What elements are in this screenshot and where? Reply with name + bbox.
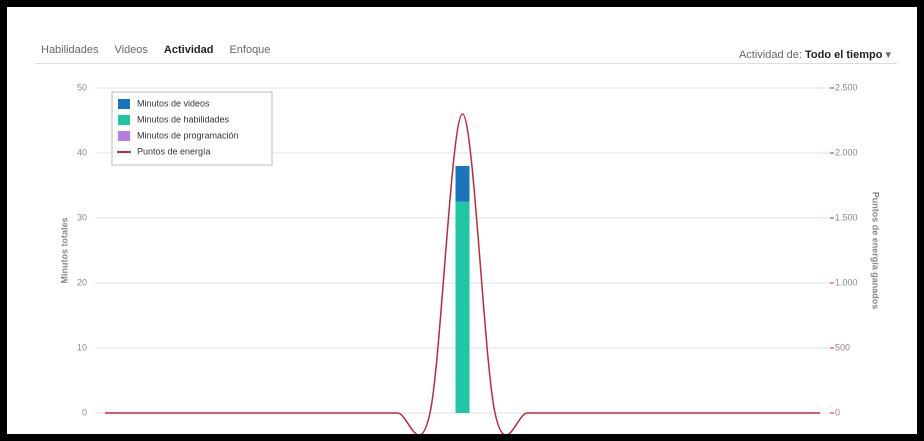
y2-axis-title: Puntos de energía ganados [871,192,881,310]
tab[interactable]: Habilidades [41,44,99,56]
legend-label: Minutos de habilidades [137,114,230,124]
tab[interactable]: Enfoque [229,44,271,56]
y-tick-label: 30 [77,212,87,222]
y-tick-label: 10 [77,342,87,352]
legend-label: Minutos de videos [137,98,210,108]
chart: 0102030405005001.0001.5002.0002.500Minut… [59,82,881,434]
y-tick-label: 20 [77,277,87,287]
bar-segment [455,201,470,413]
energy-line [105,113,820,434]
y2-tick-label: 0 [835,407,840,417]
legend-swatch [118,115,130,125]
tab[interactable]: Actividad [163,44,214,56]
y2-tick-label: 500 [835,342,850,352]
tabs: Habilidades Videos Actividad Enfoque [41,44,270,56]
filter-value[interactable]: Todo el tiempo [805,49,883,61]
legend: Minutos de videos Minutos de habilidades M… [111,91,273,166]
y2-tick-label: 2.500 [835,82,858,92]
legend-swatch [118,99,130,109]
legend-label: Minutos de programación [137,130,239,140]
legend-swatch [118,131,130,141]
y-tick-label: 50 [77,82,87,92]
y2-tick-label: 1.000 [835,277,858,287]
y-axis-title: Minutos totales [59,217,69,283]
tab[interactable]: Videos [114,44,148,56]
bar-segment [455,166,470,202]
y2-tick-label: 2.000 [835,147,858,157]
activity-filter[interactable]: Actividad de: Todo el tiempo ▾ [738,49,891,61]
legend-box [111,91,273,166]
divider [35,63,897,64]
y-tick-label: 0 [82,407,87,417]
legend-label: Puntos de energía [137,146,211,156]
y-tick-label: 40 [77,147,87,157]
filter-label: Actividad de: [738,49,802,61]
y2-tick-label: 1.500 [835,212,858,222]
